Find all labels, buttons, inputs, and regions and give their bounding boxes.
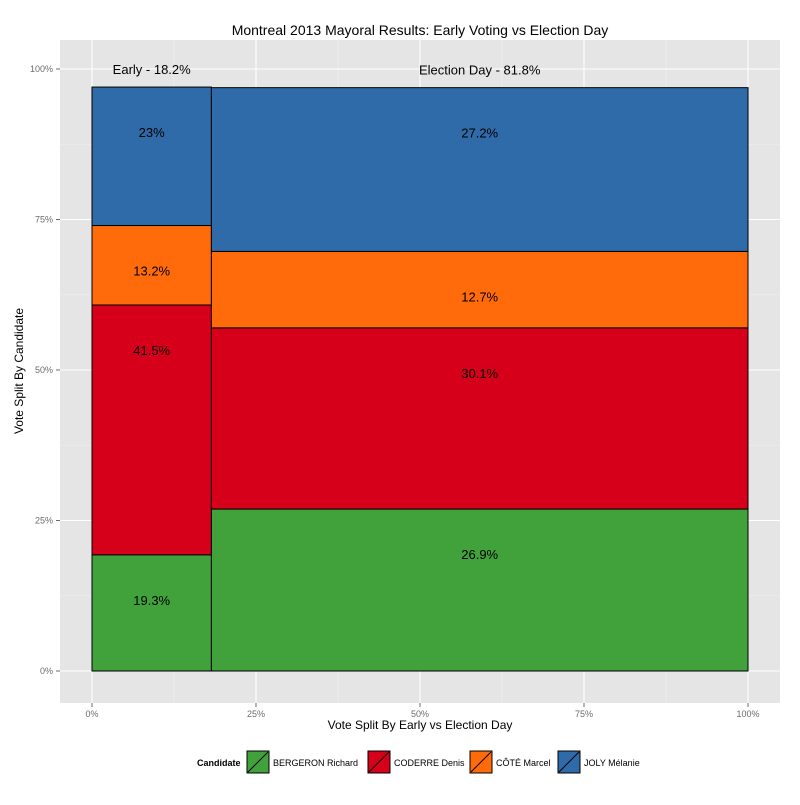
data-label: 26.9% [461, 547, 498, 562]
data-label: 12.7% [461, 289, 498, 304]
data-label: 19.3% [133, 593, 170, 608]
legend-key-slash [558, 751, 580, 773]
legend-label: CÔTÉ Marcel [496, 758, 551, 768]
x-tick-label: 50% [411, 709, 429, 719]
mosaic-tile [210, 250, 749, 329]
axes: 0% 25% 50% 75% 100% 0% 25% 50% 75% 100% [30, 64, 760, 719]
legend: Candidate BERGERON Richard CODERRE Denis CÔ… [197, 750, 640, 774]
group-label: Election Day - 81.8% [419, 63, 541, 78]
x-tick-label: 25% [247, 709, 265, 719]
legend-label: JOLY Mélanie [584, 758, 640, 768]
data-label: 23% [139, 125, 165, 140]
mosaic-tile [210, 87, 749, 252]
data-label: 30.1% [461, 366, 498, 381]
y-tick-label: 25% [35, 516, 53, 526]
mosaic-tile [210, 508, 749, 672]
mosaic-tile [210, 327, 749, 510]
x-axis-title: Vote Split By Early vs Election Day [328, 718, 513, 732]
mosaic-tile [91, 554, 212, 672]
x-tick-label: 100% [736, 709, 759, 719]
legend-key-slash [470, 751, 492, 773]
legend-label: BERGERON Richard [273, 758, 358, 768]
y-tick-label: 50% [35, 365, 53, 375]
x-tick-label: 0% [85, 709, 98, 719]
x-tick-label: 75% [575, 709, 593, 719]
data-label: 41.5% [133, 343, 170, 358]
y-axis-title: Vote Split By Candidate [12, 308, 26, 434]
y-tick-label: 100% [30, 64, 53, 74]
legend-label: CODERRE Denis [394, 758, 465, 768]
data-label: 27.2% [461, 126, 498, 141]
legend-key-slash [247, 751, 269, 773]
y-tick-label: 75% [35, 215, 53, 225]
legend-key-slash [368, 751, 390, 773]
chart-title: Montreal 2013 Mayoral Results: Early Vot… [232, 22, 609, 38]
mosaic-tile [91, 86, 212, 227]
data-label: 13.2% [133, 264, 170, 279]
group-label: Early - 18.2% [113, 62, 191, 77]
legend-title: Candidate [197, 758, 241, 768]
chart-marks: 19.3% 41.5% 13.2% 23% Early - 18.2% 26.9% 30.1… [91, 62, 749, 672]
y-tick-label: 0% [40, 666, 53, 676]
